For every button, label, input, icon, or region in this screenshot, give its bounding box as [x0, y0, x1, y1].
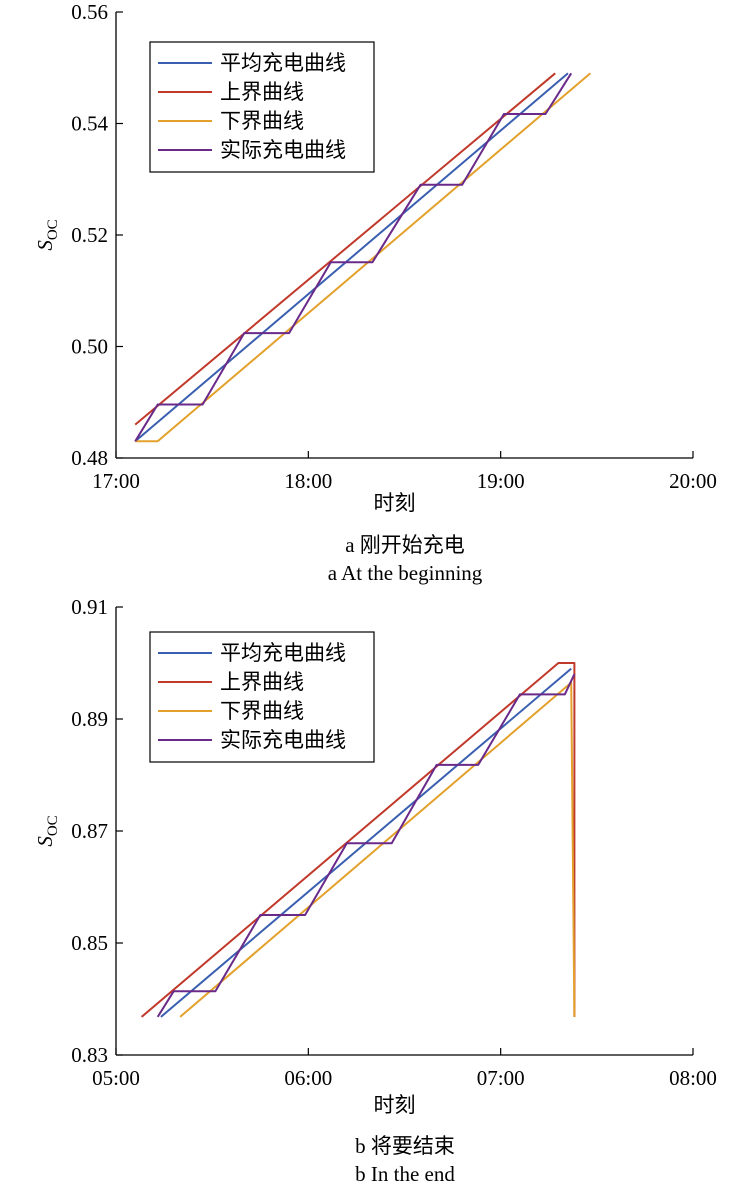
chart-2: 0.83 0.85 0.87 0.89 0.91 05:00 06:00 07:00 08:00…	[33, 595, 717, 1186]
series-line-4	[134, 72, 573, 442]
y-tick-label: 0.48	[71, 446, 108, 470]
series-line-2	[134, 72, 556, 426]
caption-en: b In the end	[355, 1162, 455, 1186]
series-line-4	[156, 673, 576, 1018]
legend-label: 下界曲线	[220, 699, 304, 723]
y-tick-label: 0.91	[71, 595, 108, 619]
x-axis-label: 时刻	[374, 491, 416, 515]
caption-cn: b 将要结束	[355, 1134, 455, 1158]
y-tick-label: 0.50	[71, 335, 108, 359]
y-axis-label: SOC	[33, 815, 61, 846]
series-line-1	[134, 72, 569, 443]
legend-label: 上界曲线	[220, 80, 304, 104]
legend-label: 平均充电曲线	[220, 641, 346, 665]
x-tick-label: 05:00	[92, 1066, 140, 1090]
x-tick-label: 20:00	[669, 469, 717, 493]
legend-label: 实际充电曲线	[220, 138, 346, 162]
x-tick-label: 07:00	[477, 1066, 525, 1090]
legend-label: 实际充电曲线	[220, 728, 346, 752]
y-tick-label: 0.87	[71, 819, 108, 843]
legend-label: 下界曲线	[220, 109, 304, 133]
y-tick-label: 0.83	[71, 1043, 108, 1067]
x-tick-label: 17:00	[92, 469, 140, 493]
y-tick-label: 0.52	[71, 223, 108, 247]
x-tick-label: 18:00	[284, 469, 332, 493]
y-tick-label: 0.54	[71, 112, 108, 136]
x-tick-label: 08:00	[669, 1066, 717, 1090]
legend-label: 平均充电曲线	[220, 51, 346, 75]
caption-cn: a 刚开始充电	[345, 533, 465, 557]
y-axis-label: SOC	[33, 219, 61, 250]
y-tick-label: 0.56	[71, 0, 108, 24]
x-tick-label: 06:00	[284, 1066, 332, 1090]
x-axis-label: 时刻	[374, 1093, 416, 1117]
caption-en: a At the beginning	[328, 561, 483, 585]
y-tick-label: 0.89	[71, 707, 108, 731]
legend-label: 上界曲线	[220, 670, 304, 694]
y-tick-label: 0.85	[71, 931, 108, 955]
series-line-2	[140, 662, 576, 1018]
chart-1: 0.48 0.50 0.52 0.54 0.56 17:00 18:00 19:00 20:00…	[33, 0, 717, 585]
x-tick-label: 19:00	[477, 469, 525, 493]
